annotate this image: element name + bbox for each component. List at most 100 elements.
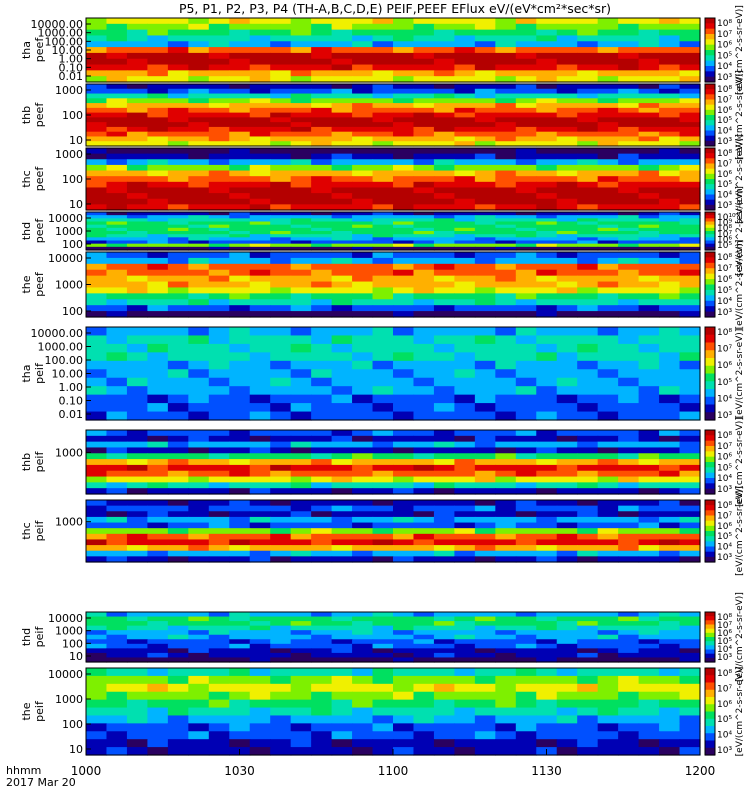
colorbar-step — [705, 127, 715, 132]
heatmap-cell — [393, 187, 415, 194]
heatmap-cell — [474, 159, 496, 166]
heatmap-cell — [577, 263, 599, 271]
heatmap-cell — [659, 652, 681, 659]
heatmap-cell — [147, 18, 169, 25]
heatmap-cell — [188, 246, 210, 251]
heatmap-cell — [618, 550, 640, 557]
heatmap-cell — [311, 511, 333, 518]
heatmap-cell — [290, 612, 312, 618]
heatmap-cell — [249, 545, 271, 552]
heatmap-cell — [208, 343, 230, 353]
heatmap-cell — [331, 668, 353, 677]
heatmap-cell — [679, 657, 701, 663]
heatmap-cell — [331, 198, 353, 205]
heatmap-cell — [495, 29, 517, 37]
heatmap-cell — [208, 126, 230, 133]
heatmap-cell — [413, 231, 435, 235]
heatmap-cell — [618, 731, 640, 740]
heatmap-cell — [167, 533, 189, 541]
heatmap-cell — [577, 335, 599, 345]
heatmap-cell — [577, 533, 599, 541]
heatmap-cell — [515, 257, 537, 265]
heatmap-cell — [311, 522, 333, 529]
heatmap-cell — [167, 707, 189, 717]
heatmap-cell — [311, 112, 333, 118]
heatmap-cell — [454, 550, 476, 557]
heatmap-cell — [372, 107, 394, 114]
heatmap-cell — [454, 352, 476, 362]
heatmap-cell — [270, 126, 292, 133]
heatmap-cell — [208, 652, 230, 659]
heatmap-cell — [147, 634, 169, 640]
heatmap-cell — [638, 221, 660, 226]
heatmap-cell — [679, 516, 701, 524]
heatmap-cell — [372, 715, 394, 724]
heatmap-cell — [352, 612, 374, 618]
colorbar-tick-label: 10⁴ — [717, 474, 732, 484]
heatmap-cell — [86, 625, 108, 631]
heatmap-cell — [290, 218, 312, 223]
heatmap-cell — [147, 299, 169, 306]
heatmap-cell — [208, 675, 230, 685]
heatmap-cell — [433, 675, 455, 685]
heatmap-cell — [352, 153, 374, 160]
heatmap-cell — [495, 482, 517, 489]
heatmap-cell — [495, 299, 517, 306]
heatmap-cell — [433, 360, 455, 370]
heatmap-cell — [474, 299, 496, 306]
heatmap-cell — [536, 505, 558, 512]
heatmap-cell — [577, 198, 599, 205]
heatmap-cell — [229, 470, 251, 478]
colorbar-step — [705, 153, 715, 157]
heatmap-cell — [597, 335, 619, 345]
heatmap-cell — [188, 181, 210, 189]
colorbar-step — [705, 189, 715, 193]
heatmap-cell — [433, 88, 455, 95]
heatmap-cell — [618, 403, 640, 413]
heatmap-cell — [495, 447, 517, 454]
heatmap-cell — [188, 224, 210, 229]
heatmap-cell — [208, 476, 230, 483]
heatmap-cell — [659, 287, 681, 294]
heatmap-cell — [556, 299, 578, 306]
heatmap-cell — [556, 403, 578, 413]
heatmap-cell — [290, 136, 312, 142]
heatmap-cell — [229, 621, 251, 627]
heatmap-cell — [454, 204, 476, 211]
heatmap-cell — [270, 47, 292, 54]
heatmap-cell — [495, 430, 517, 437]
heatmap-cell — [167, 148, 189, 155]
heatmap-cell — [413, 93, 435, 99]
heatmap-cell — [433, 76, 455, 83]
heatmap-cell — [556, 500, 578, 507]
heatmap-cell — [597, 131, 619, 138]
heatmap-cell — [147, 47, 169, 54]
heatmap-cell — [188, 464, 210, 472]
heatmap-cell — [270, 112, 292, 118]
heatmap-cell — [433, 533, 455, 541]
heatmap-cell — [536, 122, 558, 128]
heatmap-cell — [270, 103, 292, 109]
heatmap-cell — [331, 252, 353, 259]
heatmap-cell — [495, 47, 517, 54]
heatmap-cell — [515, 181, 537, 189]
heatmap-cell — [536, 675, 558, 685]
heatmap-cell — [86, 198, 108, 205]
heatmap-cell — [126, 447, 148, 454]
heatmap-cell — [393, 435, 415, 443]
heatmap-cell — [515, 683, 537, 693]
heatmap-cell — [495, 352, 517, 362]
heatmap-cell — [290, 453, 312, 460]
heatmap-cell — [106, 35, 128, 42]
heatmap-cell — [577, 141, 599, 147]
heatmap-cell — [556, 76, 578, 83]
heatmap-cell — [495, 234, 517, 238]
heatmap-cell — [515, 470, 537, 478]
heatmap-cell — [413, 103, 435, 109]
heatmap-cell — [167, 299, 189, 306]
heatmap-cell — [126, 88, 148, 95]
heatmap-cell — [577, 739, 599, 748]
heatmap-cell — [352, 500, 374, 507]
heatmap-cell — [270, 240, 292, 245]
